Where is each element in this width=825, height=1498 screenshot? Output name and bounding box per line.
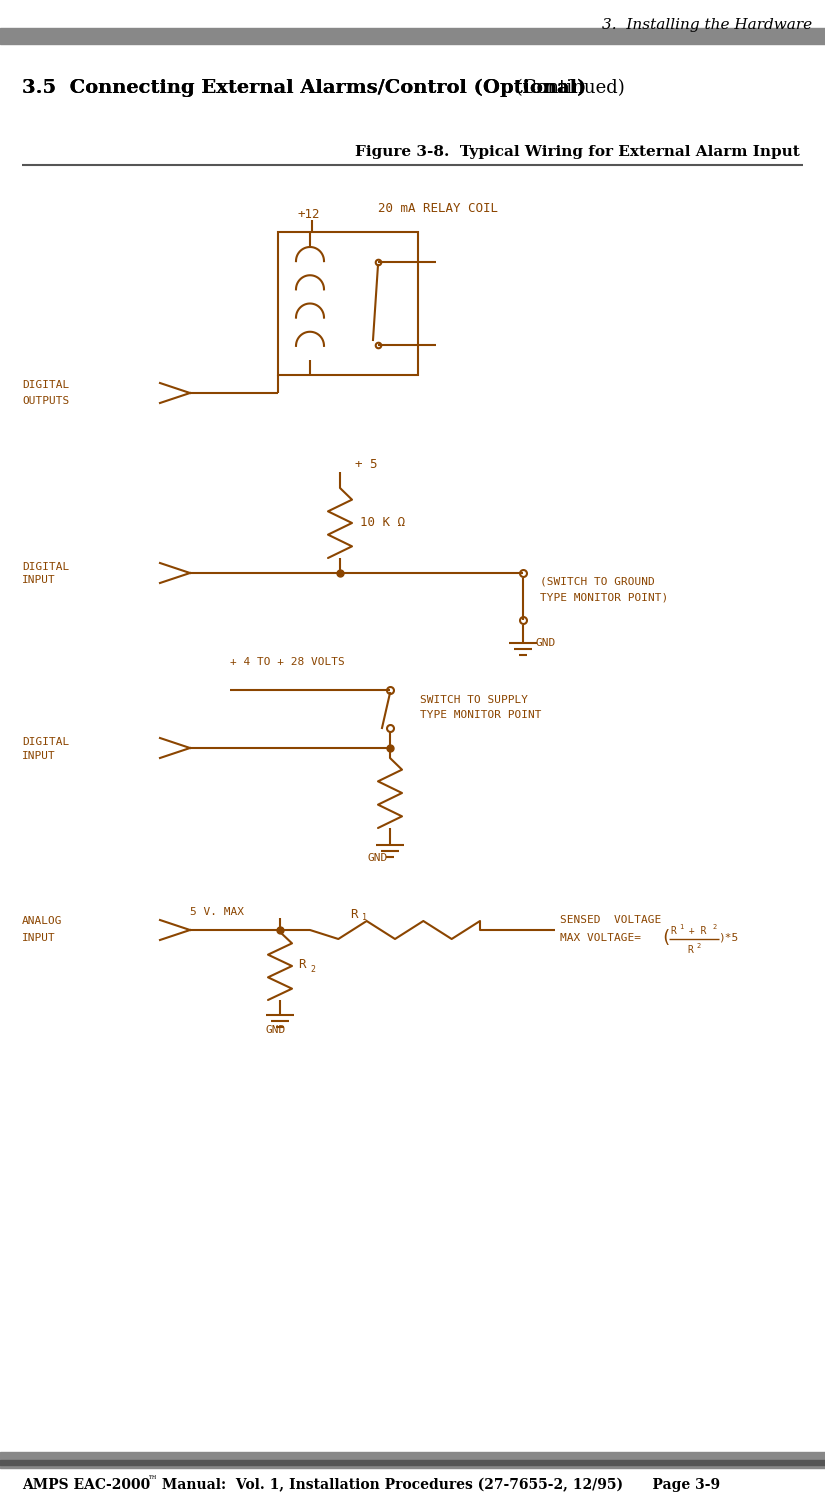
Text: (SWITCH TO GROUND: (SWITCH TO GROUND <box>540 577 655 587</box>
Text: 1: 1 <box>362 914 367 923</box>
Text: OUTPUTS: OUTPUTS <box>22 395 69 406</box>
Text: +12: +12 <box>298 208 320 222</box>
Text: 2: 2 <box>310 966 315 975</box>
Text: 20 mA RELAY COIL: 20 mA RELAY COIL <box>378 202 498 214</box>
Text: R: R <box>670 926 676 936</box>
Text: (Continued): (Continued) <box>510 79 625 97</box>
Text: AMPS EAC-2000: AMPS EAC-2000 <box>22 1479 150 1492</box>
Text: Manual:  Vol. 1, Installation Procedures (27-7655-2, 12/95)      Page 3-9: Manual: Vol. 1, Installation Procedures … <box>157 1479 720 1492</box>
Text: 3.  Installing the Hardware: 3. Installing the Hardware <box>602 18 812 31</box>
Bar <box>0 1461 825 1465</box>
Text: ANALOG: ANALOG <box>22 915 63 926</box>
Text: SWITCH TO SUPPLY: SWITCH TO SUPPLY <box>420 695 528 706</box>
Text: + R: + R <box>683 926 706 936</box>
Text: 10 K Ω: 10 K Ω <box>360 517 405 529</box>
Text: MAX VOLTAGE=: MAX VOLTAGE= <box>560 933 648 944</box>
Text: 3.5  Connecting External Alarms/Control (Optional): 3.5 Connecting External Alarms/Control (… <box>22 79 587 97</box>
Text: INPUT: INPUT <box>22 933 56 944</box>
Text: INPUT: INPUT <box>22 575 56 586</box>
Text: 5 V. MAX: 5 V. MAX <box>190 906 244 917</box>
Text: DIGITAL: DIGITAL <box>22 380 69 389</box>
Text: TYPE MONITOR POINT: TYPE MONITOR POINT <box>420 710 541 721</box>
Text: R: R <box>350 908 357 920</box>
Text: R: R <box>687 945 693 956</box>
Text: GND: GND <box>368 852 389 863</box>
Text: TYPE MONITOR POINT): TYPE MONITOR POINT) <box>540 592 668 602</box>
Text: (: ( <box>660 929 671 947</box>
Text: Figure 3-8.  Typical Wiring for External Alarm Input: Figure 3-8. Typical Wiring for External … <box>356 145 800 159</box>
Text: GND: GND <box>266 1025 286 1035</box>
Text: SENSED  VOLTAGE: SENSED VOLTAGE <box>560 915 662 924</box>
Text: 3.5  Connecting External Alarms/Control (Optional): 3.5 Connecting External Alarms/Control (… <box>22 79 587 97</box>
Text: ™: ™ <box>148 1477 158 1486</box>
Text: DIGITAL: DIGITAL <box>22 562 69 572</box>
Text: + 5: + 5 <box>355 458 378 472</box>
Text: )*5: )*5 <box>718 933 738 944</box>
Text: DIGITAL: DIGITAL <box>22 737 69 748</box>
Bar <box>0 1452 825 1468</box>
Text: + 4 TO + 28 VOLTS: + 4 TO + 28 VOLTS <box>230 658 345 667</box>
Text: 1: 1 <box>679 924 683 930</box>
Text: 2: 2 <box>712 924 716 930</box>
Text: GND: GND <box>535 638 555 649</box>
Text: INPUT: INPUT <box>22 750 56 761</box>
Text: R: R <box>298 959 305 972</box>
Bar <box>278 232 418 374</box>
Text: 2: 2 <box>696 944 700 950</box>
Bar <box>0 28 825 43</box>
